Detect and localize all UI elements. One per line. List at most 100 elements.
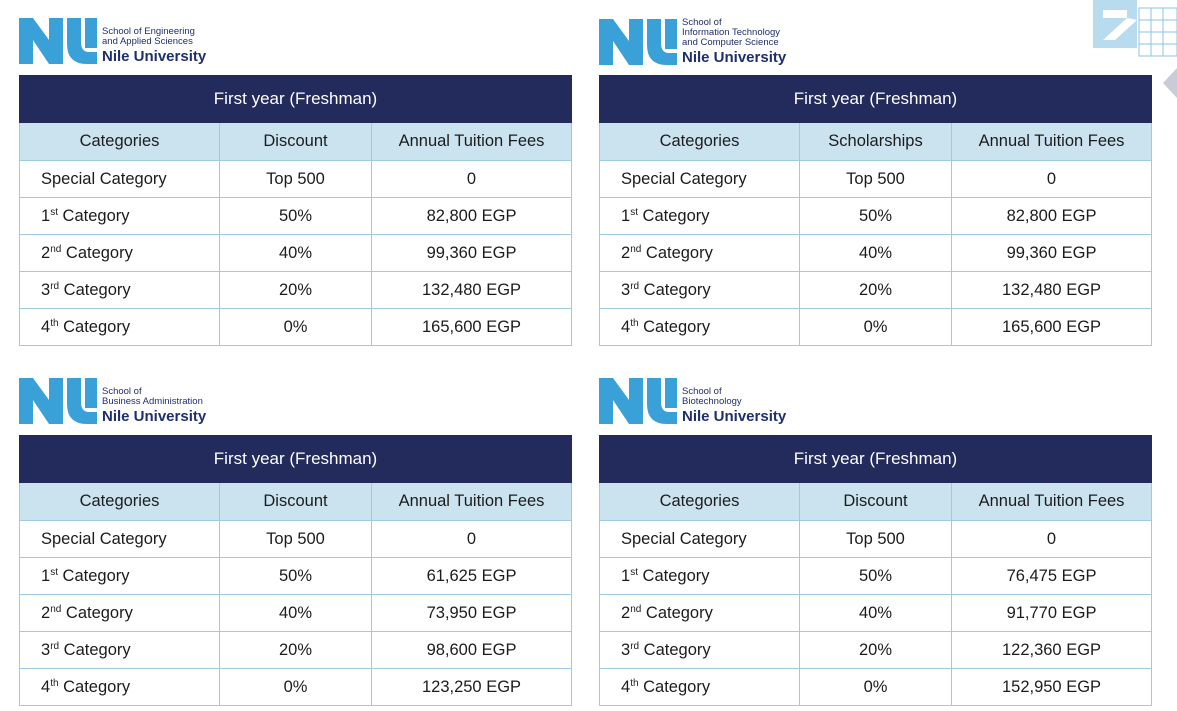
school-name-line: School of (102, 386, 142, 397)
tuition-table: First year (Freshman) Categories Discount A… (18, 75, 573, 346)
category-cell: 1st Category (599, 557, 800, 595)
category-cell: 4th Category (19, 308, 220, 346)
category-label: Category (59, 640, 131, 659)
discount-cell: Top 500 (799, 160, 952, 198)
category-label: Category (638, 677, 711, 696)
category-ordinal-suffix: st (50, 566, 58, 578)
column-header: Discount (219, 482, 372, 521)
discount-cell: 20% (219, 631, 372, 669)
column-header: Discount (219, 122, 372, 161)
category-ordinal-suffix: rd (50, 640, 60, 652)
tuition-fee-cell: 99,360 EGP (950, 234, 1153, 272)
tuition-fee-cell: 0 (370, 160, 573, 198)
tuition-fee-cell: 0 (370, 520, 573, 558)
discount-cell: 40% (219, 234, 372, 272)
category-label: Category (639, 280, 711, 299)
category-label: Category (639, 640, 711, 659)
university-name: Nile University (102, 48, 207, 65)
category-ordinal: 1 (621, 206, 631, 225)
category-ordinal: 1 (621, 566, 631, 585)
category-ordinal-suffix: rd (630, 280, 640, 292)
discount-cell: 20% (219, 271, 372, 309)
category-cell: Special Category (19, 520, 220, 558)
tuition-fee-cell: 0 (950, 520, 1153, 558)
table-row: 4th Category 0% 165,600 EGP (599, 308, 1153, 346)
category-ordinal-suffix: nd (630, 603, 642, 615)
school-name-line: Business Administration (102, 396, 203, 407)
tuition-fee-cell: 152,950 EGP (950, 668, 1153, 706)
logo-text: School of Information Technology and Compu… (682, 17, 787, 66)
table-row: 2nd Category 40% 99,360 EGP (19, 234, 573, 272)
university-name: Nile University (102, 408, 207, 425)
table-row: 3rd Category 20% 122,360 EGP (599, 631, 1153, 669)
category-ordinal-suffix: st (630, 566, 638, 578)
category-label: Category (637, 206, 710, 225)
column-header: Annual Tuition Fees (950, 122, 1153, 161)
category-ordinal-suffix: rd (50, 280, 60, 292)
category-cell: 3rd Category (19, 271, 220, 309)
column-header: Categories (599, 122, 800, 161)
tuition-table: First year (Freshman) Categories Discount A… (598, 435, 1153, 706)
category-ordinal-suffix: rd (630, 640, 640, 652)
tuition-fee-cell: 165,600 EGP (370, 308, 573, 346)
column-header: Discount (799, 482, 952, 521)
category-cell: 1st Category (19, 557, 220, 595)
discount-cell: 50% (219, 557, 372, 595)
category-ordinal: 1 (41, 206, 51, 225)
discount-cell: Top 500 (219, 520, 372, 558)
table-row: 2nd Category 40% 99,360 EGP (599, 234, 1153, 272)
discount-cell: 20% (799, 631, 952, 669)
logo-text: School of Business Administration Nile Uni… (102, 386, 207, 425)
column-header: Annual Tuition Fees (370, 482, 573, 521)
table-row: 1st Category 50% 82,800 EGP (599, 197, 1153, 235)
table-row: 4th Category 0% 123,250 EGP (19, 668, 573, 706)
discount-cell: 50% (799, 557, 952, 595)
category-ordinal: 3 (621, 640, 631, 659)
discount-cell: Top 500 (219, 160, 372, 198)
table-row: 3rd Category 20% 132,480 EGP (599, 271, 1153, 309)
category-cell: 2nd Category (599, 594, 800, 632)
category-cell: 3rd Category (19, 631, 220, 669)
table-title: First year (Freshman) (18, 435, 573, 483)
university-name: Nile University (682, 49, 787, 66)
discount-cell: 0% (219, 668, 372, 706)
category-ordinal: 4 (621, 677, 631, 696)
category-cell: 2nd Category (599, 234, 800, 272)
category-ordinal-suffix: nd (50, 243, 62, 255)
nu-logo-mark-icon (599, 378, 677, 424)
category-label: Category (641, 603, 713, 622)
column-header: Categories (19, 482, 220, 521)
tuition-fee-cell: 61,625 EGP (370, 557, 573, 595)
category-ordinal: 3 (41, 280, 51, 299)
table-row: 1st Category 50% 76,475 EGP (599, 557, 1153, 595)
category-cell: 2nd Category (19, 234, 220, 272)
school-logo: School of Business Administration Nile Uni… (19, 378, 206, 424)
category-cell: 1st Category (599, 197, 800, 235)
school-logo: School of Biotechnology Nile University (599, 378, 786, 424)
column-header: Annual Tuition Fees (950, 482, 1153, 521)
category-label: Category (57, 206, 130, 225)
school-name-line: School of (682, 17, 722, 28)
table-title: First year (Freshman) (598, 75, 1153, 123)
category-ordinal-suffix: st (630, 206, 638, 218)
column-header: Scholarships (799, 122, 952, 161)
category-ordinal-suffix: th (630, 677, 639, 689)
category-label: Category (59, 280, 131, 299)
school-logo: School of Information Technology and Compu… (599, 18, 786, 65)
category-cell: 3rd Category (599, 271, 800, 309)
category-label: Category (61, 243, 133, 262)
category-ordinal: 3 (621, 280, 631, 299)
table-row: 4th Category 0% 152,950 EGP (599, 668, 1153, 706)
category-ordinal: 2 (621, 243, 631, 262)
category-ordinal-suffix: th (50, 677, 59, 689)
table-title: First year (Freshman) (598, 435, 1153, 483)
university-name: Nile University (682, 408, 787, 425)
discount-cell: Top 500 (799, 520, 952, 558)
table-row: Special Category Top 500 0 (599, 160, 1153, 198)
tuition-fee-cell: 82,800 EGP (950, 197, 1153, 235)
category-ordinal: 4 (41, 677, 51, 696)
tuition-fee-cell: 91,770 EGP (950, 594, 1153, 632)
discount-cell: 0% (219, 308, 372, 346)
nu-logo-mark-icon (19, 378, 97, 424)
school-name-line: and Computer Science (682, 37, 779, 48)
